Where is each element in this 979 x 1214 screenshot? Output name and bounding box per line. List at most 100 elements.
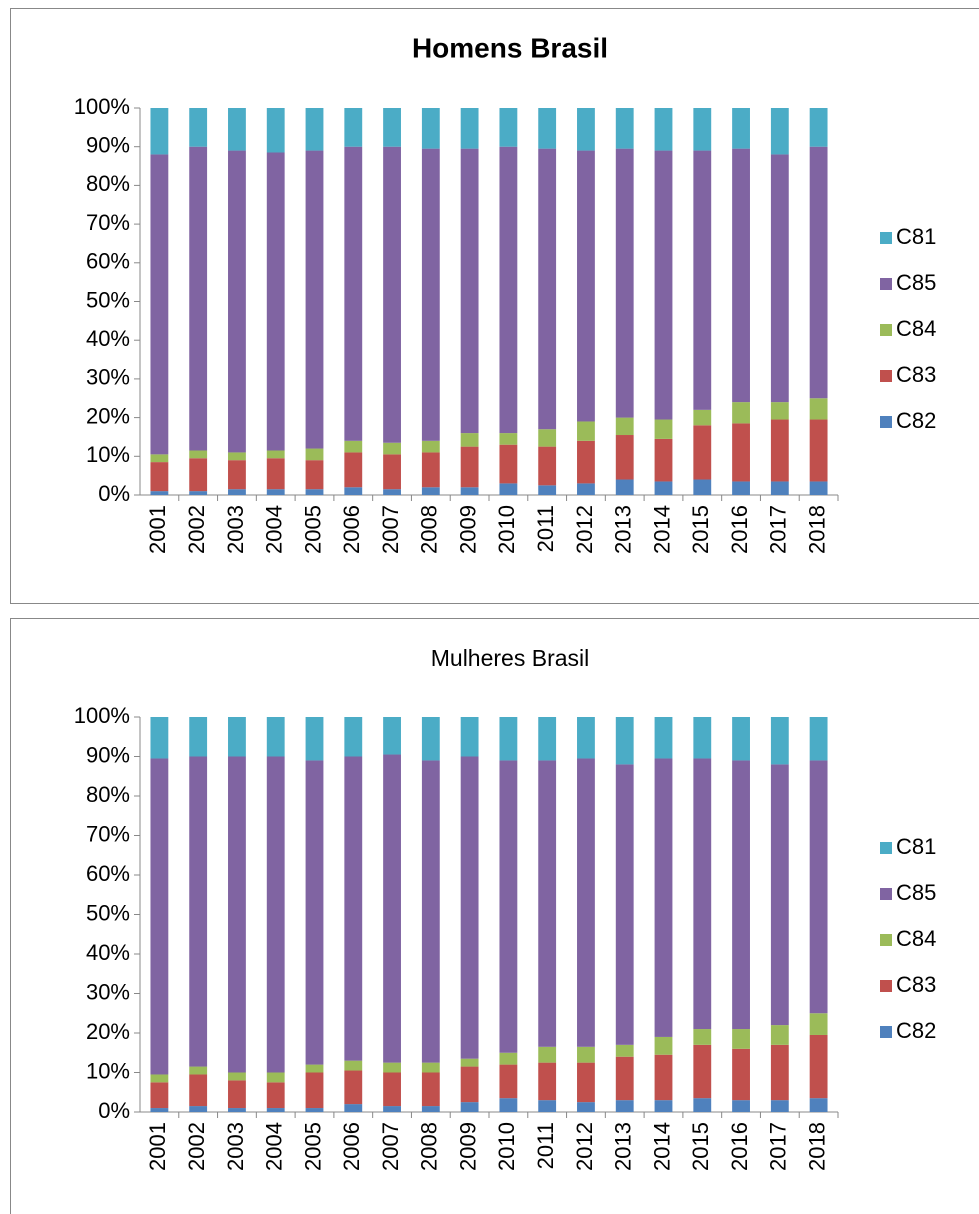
- bar-segment: [732, 1048, 750, 1101]
- legend-label: C81: [896, 834, 936, 859]
- bar-segment: [732, 402, 750, 424]
- bar-segment: [538, 717, 557, 761]
- bar-segment: [538, 1062, 557, 1101]
- bar-segment: [732, 1100, 750, 1112]
- bar-segment: [615, 479, 634, 495]
- bar-segment: [383, 1062, 401, 1073]
- legend-label: C85: [896, 270, 936, 295]
- bar-segment: [305, 1064, 324, 1073]
- legend-swatch: [880, 980, 892, 992]
- bar-segment: [266, 1108, 285, 1112]
- bar-segment: [732, 760, 750, 1030]
- bar-segment: [499, 146, 518, 434]
- bar-segment: [693, 108, 712, 151]
- bar-segment: [654, 150, 673, 420]
- bar-segment: [383, 454, 401, 490]
- x-tick-label: 2010: [494, 1122, 519, 1171]
- bar-segment: [150, 154, 169, 455]
- bar-segment: [732, 481, 750, 495]
- bar-segment: [809, 398, 828, 420]
- y-tick-label: 50%: [86, 287, 130, 312]
- chart-title: Mulheres Brasil: [431, 645, 590, 671]
- x-tick-label: 2006: [339, 1122, 364, 1171]
- bar-segment: [577, 1102, 595, 1112]
- bar-segment: [770, 419, 789, 482]
- bar-segment: [344, 1104, 363, 1112]
- y-tick-label: 100%: [74, 703, 130, 728]
- bar-segment: [654, 1036, 673, 1055]
- bar-segment: [421, 108, 440, 149]
- legend-swatch: [880, 1026, 892, 1038]
- x-tick-label: 2016: [727, 1122, 752, 1171]
- bar-segment: [266, 152, 285, 451]
- bar-segment: [615, 717, 634, 765]
- legend-label: C83: [896, 362, 936, 387]
- bar-segment: [421, 717, 440, 761]
- bar-segment: [538, 1046, 557, 1063]
- legend-swatch: [880, 278, 892, 290]
- bar-segment: [421, 1062, 440, 1073]
- bar-segment: [499, 433, 518, 445]
- bar-segment: [383, 1072, 401, 1107]
- x-tick-label: 2017: [766, 505, 791, 554]
- chart-title: Homens Brasil: [412, 32, 608, 63]
- bar-segment: [732, 108, 750, 149]
- bar-segment: [150, 717, 169, 759]
- x-tick-label: 2018: [804, 505, 829, 554]
- y-tick-label: 40%: [86, 326, 130, 351]
- bar-segment: [189, 108, 208, 147]
- bar-segment: [577, 1062, 595, 1103]
- bar-segment: [538, 1100, 557, 1112]
- bar-segment: [460, 148, 479, 434]
- bar-segment: [150, 108, 169, 155]
- bar-segment: [499, 483, 518, 495]
- bar-segment: [577, 717, 595, 759]
- bar-segment: [770, 764, 789, 1026]
- bar-segment: [421, 487, 440, 495]
- bar-segment: [344, 108, 363, 147]
- legend-swatch: [880, 416, 892, 428]
- bar-segment: [150, 1074, 169, 1083]
- bar-segment: [732, 148, 750, 403]
- bar-segment: [693, 425, 712, 480]
- bar-segment: [577, 150, 595, 422]
- bar-segment: [150, 454, 169, 463]
- x-tick-label: 2014: [649, 505, 674, 554]
- bar-segment: [266, 756, 285, 1073]
- bar-segment: [809, 419, 828, 482]
- bar-segment: [732, 717, 750, 761]
- bar-segment: [189, 1066, 208, 1075]
- x-tick-label: 2009: [455, 505, 480, 554]
- bar-segment: [383, 754, 401, 1063]
- y-tick-label: 30%: [86, 365, 130, 390]
- bar-segment: [266, 108, 285, 153]
- x-tick-label: 2015: [688, 505, 713, 554]
- bar-segment: [693, 409, 712, 426]
- bar-segment: [577, 483, 595, 495]
- bar-segment: [654, 438, 673, 482]
- x-tick-label: 2001: [145, 505, 170, 554]
- bar-segment: [732, 423, 750, 482]
- bar-segment: [228, 108, 246, 151]
- bar-segment: [693, 717, 712, 759]
- bar-segment: [305, 150, 324, 449]
- bar-segment: [189, 717, 208, 757]
- bar-segment: [150, 491, 169, 495]
- bar-segment: [538, 108, 557, 149]
- bar-segment: [228, 717, 246, 757]
- bar-segment: [305, 108, 324, 151]
- bar-segment: [383, 108, 401, 147]
- bar-segment: [189, 1074, 208, 1107]
- bar-segment: [693, 1098, 712, 1112]
- x-tick-label: 2013: [611, 1122, 636, 1171]
- legend-swatch: [880, 370, 892, 382]
- bar-segment: [460, 446, 479, 488]
- bar-segment: [693, 1044, 712, 1099]
- bar-segment: [421, 440, 440, 453]
- x-tick-label: 2016: [727, 505, 752, 554]
- y-tick-label: 10%: [86, 442, 130, 467]
- bar-segment: [344, 1060, 363, 1071]
- bar-segment: [305, 1072, 324, 1109]
- bar-segment: [421, 1072, 440, 1107]
- bar-segment: [577, 1046, 595, 1063]
